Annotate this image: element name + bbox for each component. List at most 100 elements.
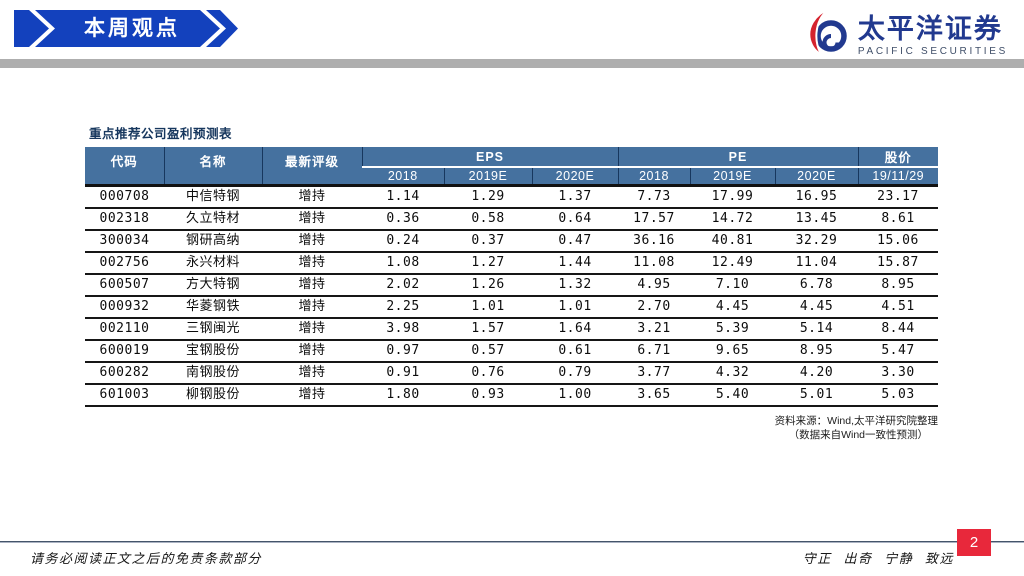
col-header-eps-2018: 2018 xyxy=(362,167,444,187)
cell-code: 000708 xyxy=(85,185,164,209)
cell-eps-2018: 2.25 xyxy=(362,295,444,319)
cell-pe-2018: 3.21 xyxy=(618,317,690,341)
source-note-line2: （数据来自Wind一致性预测） xyxy=(788,429,928,441)
cell-pe-2018: 2.70 xyxy=(618,295,690,319)
cell-price: 23.17 xyxy=(858,185,938,209)
col-header-eps-2019e: 2019E xyxy=(443,167,532,187)
table-row: 000708 中信特钢 增持 1.14 1.29 1.37 7.73 17.99… xyxy=(85,185,938,209)
cell-eps-2019e: 0.58 xyxy=(444,207,532,231)
cell-eps-2018: 0.36 xyxy=(362,207,444,231)
table-row: 000932 华菱钢铁 增持 2.25 1.01 1.01 2.70 4.45 … xyxy=(85,295,938,319)
cell-rating: 增持 xyxy=(262,251,362,275)
cell-pe-2019e: 5.40 xyxy=(690,383,775,407)
footer-motto: 守正 出奇 宁静 致远 xyxy=(802,551,954,566)
cell-price: 8.44 xyxy=(858,317,938,341)
cell-code: 300034 xyxy=(85,229,164,253)
footer-disclaimer: 请务必阅读正文之后的免责条款部分 xyxy=(30,551,263,566)
cell-pe-2019e: 17.99 xyxy=(690,185,775,209)
cell-eps-2019e: 1.01 xyxy=(444,295,532,319)
cell-eps-2020e: 1.01 xyxy=(532,295,618,319)
col-header-pe-2018: 2018 xyxy=(617,167,690,187)
cell-eps-2018: 1.08 xyxy=(362,251,444,275)
cell-eps-2018: 3.98 xyxy=(362,317,444,341)
cell-code: 600282 xyxy=(85,361,164,385)
brand-logo: 太平洋证券 PACIFIC SECURITIES xyxy=(805,8,1008,62)
cell-pe-2018: 6.71 xyxy=(618,339,690,363)
cell-eps-2019e: 1.27 xyxy=(444,251,532,275)
table-body: 000708 中信特钢 增持 1.14 1.29 1.37 7.73 17.99… xyxy=(85,185,938,407)
cell-eps-2020e: 0.79 xyxy=(532,361,618,385)
table-row: 002318 久立特材 增持 0.36 0.58 0.64 17.57 14.7… xyxy=(85,207,938,231)
cell-price: 4.51 xyxy=(858,295,938,319)
forecast-table: 代码 名称 最新评级 EPS PE 股价 2018 2019E 2020E 20… xyxy=(85,147,938,407)
cell-price: 8.95 xyxy=(858,273,938,297)
col-header-rating: 最新评级 xyxy=(261,147,362,187)
source-note-line1: 资料来源：Wind,太平洋研究院整理 xyxy=(774,415,938,427)
cell-pe-2020e: 32.29 xyxy=(775,229,858,253)
cell-name: 中信特钢 xyxy=(164,185,262,209)
cell-eps-2018: 1.14 xyxy=(362,185,444,209)
cell-pe-2018: 11.08 xyxy=(618,251,690,275)
table-header: 代码 名称 最新评级 EPS PE 股价 2018 2019E 2020E 20… xyxy=(85,147,938,187)
cell-code: 002110 xyxy=(85,317,164,341)
cell-rating: 增持 xyxy=(262,383,362,407)
cell-name: 南钢股份 xyxy=(164,361,262,385)
cell-rating: 增持 xyxy=(262,185,362,209)
table-row: 600282 南钢股份 增持 0.91 0.76 0.79 3.77 4.32 … xyxy=(85,361,938,385)
cell-eps-2018: 2.02 xyxy=(362,273,444,297)
cell-rating: 增持 xyxy=(262,273,362,297)
cell-pe-2019e: 7.10 xyxy=(690,273,775,297)
col-header-pe-2020e: 2020E xyxy=(774,167,858,187)
cell-eps-2019e: 1.26 xyxy=(444,273,532,297)
cell-rating: 增持 xyxy=(262,361,362,385)
section-banner: 本周观点 xyxy=(14,10,238,47)
cell-pe-2020e: 4.45 xyxy=(775,295,858,319)
cell-price: 5.47 xyxy=(858,339,938,363)
cell-eps-2020e: 1.37 xyxy=(532,185,618,209)
table-title: 重点推荐公司盈利预测表 xyxy=(89,127,233,141)
cell-name: 三钢闽光 xyxy=(164,317,262,341)
cell-eps-2020e: 1.32 xyxy=(532,273,618,297)
cell-eps-2018: 1.80 xyxy=(362,383,444,407)
cell-name: 久立特材 xyxy=(164,207,262,231)
cell-eps-2019e: 0.76 xyxy=(444,361,532,385)
page-number-badge: 2 xyxy=(957,529,991,556)
cell-pe-2020e: 16.95 xyxy=(775,185,858,209)
table-row: 300034 钢研高纳 增持 0.24 0.37 0.47 36.16 40.8… xyxy=(85,229,938,253)
cell-code: 002318 xyxy=(85,207,164,231)
col-header-name: 名称 xyxy=(163,147,262,187)
cell-eps-2020e: 1.64 xyxy=(532,317,618,341)
cell-eps-2018: 0.91 xyxy=(362,361,444,385)
table-row: 600507 方大特钢 增持 2.02 1.26 1.32 4.95 7.10 … xyxy=(85,273,938,297)
cell-eps-2018: 0.24 xyxy=(362,229,444,253)
col-group-pe: PE xyxy=(617,147,858,168)
cell-eps-2019e: 0.93 xyxy=(444,383,532,407)
cell-rating: 增持 xyxy=(262,295,362,319)
cell-eps-2018: 0.97 xyxy=(362,339,444,363)
col-header-code: 代码 xyxy=(85,147,164,187)
cell-pe-2019e: 14.72 xyxy=(690,207,775,231)
col-header-price-date: 19/11/29 xyxy=(857,167,938,187)
cell-eps-2020e: 0.64 xyxy=(532,207,618,231)
cell-pe-2018: 3.65 xyxy=(618,383,690,407)
cell-pe-2020e: 13.45 xyxy=(775,207,858,231)
brand-name-cn: 太平洋证券 xyxy=(857,14,1003,44)
cell-code: 002756 xyxy=(85,251,164,275)
section-banner-title: 本周观点 xyxy=(84,17,180,40)
cell-eps-2019e: 0.37 xyxy=(444,229,532,253)
cell-pe-2019e: 4.45 xyxy=(690,295,775,319)
cell-pe-2018: 7.73 xyxy=(618,185,690,209)
header-divider-bar xyxy=(0,59,1024,68)
cell-pe-2020e: 5.14 xyxy=(775,317,858,341)
cell-name: 钢研高纳 xyxy=(164,229,262,253)
col-header-eps-2020e: 2020E xyxy=(531,167,618,187)
cell-rating: 增持 xyxy=(262,339,362,363)
cell-name: 华菱钢铁 xyxy=(164,295,262,319)
cell-code: 000932 xyxy=(85,295,164,319)
cell-price: 8.61 xyxy=(858,207,938,231)
source-note: 资料来源：Wind,太平洋研究院整理 （数据来自Wind一致性预测） xyxy=(85,414,938,442)
cell-eps-2019e: 0.57 xyxy=(444,339,532,363)
cell-code: 601003 xyxy=(85,383,164,407)
cell-price: 3.30 xyxy=(858,361,938,385)
cell-name: 柳钢股份 xyxy=(164,383,262,407)
